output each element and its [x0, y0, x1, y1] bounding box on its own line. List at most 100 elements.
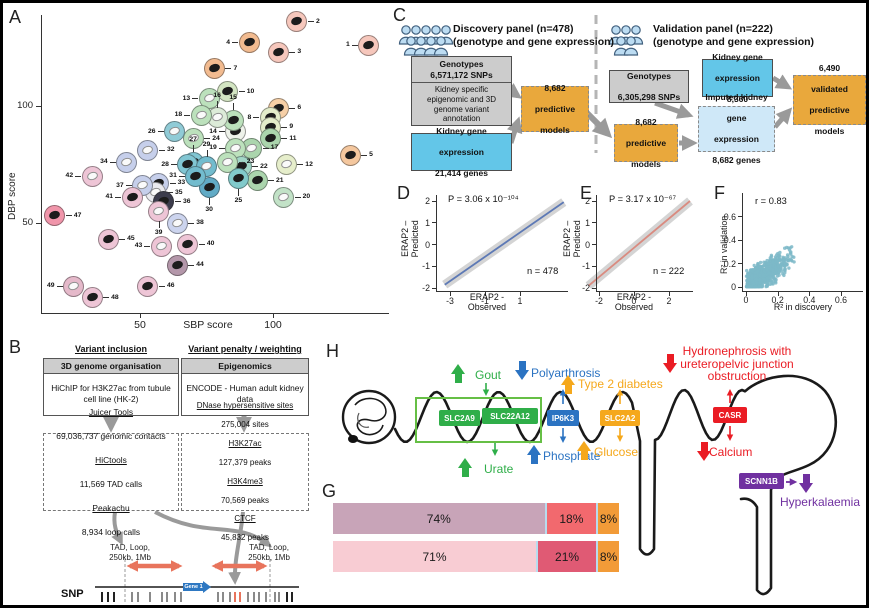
up-arrow-icon [577, 441, 591, 460]
point-connector [115, 196, 122, 198]
point-number: 18 [174, 111, 183, 119]
down-arrow-icon [515, 361, 529, 380]
organ-point-7 [203, 58, 225, 80]
d-y-tick [432, 265, 436, 267]
up-arrow-icon [458, 458, 472, 477]
arrow-head [561, 375, 575, 385]
point-connector [198, 243, 205, 245]
point-number: 29 [202, 140, 211, 148]
organ-icon [231, 172, 245, 184]
b-gene-arrow-label: Gene 1 [184, 583, 203, 590]
e-y-axis [596, 195, 598, 291]
d-y-tick-label: 0 [425, 239, 430, 250]
e-y-tick-label: 0 [585, 239, 590, 250]
point-connector [65, 215, 72, 217]
b-list-line: H3K27ac [228, 439, 262, 449]
point-connector [281, 138, 288, 140]
snp-tick [149, 592, 151, 602]
d-y-tick [432, 222, 436, 224]
gene-box-ip6k3: IP6K3 [547, 410, 579, 426]
point-number: 33 [177, 179, 186, 187]
organ-icon [208, 62, 221, 74]
arrow-stem [454, 374, 462, 383]
panel-a-label: A [9, 7, 22, 27]
figure-overlay-graphics [95, 15, 838, 603]
organ-icon [170, 216, 184, 229]
organ-point-31 [185, 165, 207, 187]
panel-d-label: D [397, 183, 410, 203]
point-connector [307, 21, 314, 23]
c-box-geno_disc-body: Kidney specific epigenomic and 3D genome v… [427, 85, 496, 124]
down-arrow-icon [697, 442, 711, 461]
f-x-tick [777, 291, 779, 296]
f-xlabel: R² in discovery [773, 302, 833, 312]
point-connector [218, 131, 225, 133]
c-box-expr_val: Kidney gene expression 8,360 [702, 52, 773, 104]
point-connector [157, 131, 164, 133]
h-annotation-text: Gout [475, 368, 502, 382]
c-box-validated: 6,490 validated predictive models [793, 63, 866, 136]
organ-point-39 [148, 200, 170, 222]
arrow-stem [580, 451, 588, 460]
organ-icon [250, 174, 264, 186]
arrow-stem [461, 468, 469, 477]
organ-icon [48, 209, 62, 221]
e-y-tick [592, 200, 596, 202]
organ-point-11 [259, 128, 281, 150]
point-connector [103, 297, 110, 299]
d-y-tick [432, 200, 436, 202]
organ-point-2 [286, 11, 308, 33]
organ-point-38 [166, 212, 188, 234]
e-x-tick [634, 291, 635, 296]
point-connector [109, 161, 116, 163]
up-arrow-icon [527, 445, 541, 464]
organ-point-21 [246, 170, 268, 192]
arrow-stem [802, 474, 810, 483]
point-number: 42 [65, 172, 74, 180]
snp-genomic-diagram [95, 559, 299, 603]
b-list-line: Juicer Tools [88, 407, 134, 417]
c-box-expr_disc: Kidney gene expression 21,414 genes [411, 126, 512, 178]
point-number: 1 [345, 41, 350, 49]
d-xlabel: ERAP2 - Observed [467, 292, 507, 312]
f-y-tick [738, 263, 742, 265]
f-y-tick [738, 216, 742, 218]
organ-point-1 [358, 34, 380, 56]
h-annotation-text: Polyarthrosis [531, 366, 601, 380]
h-annotation-text: Urate [484, 462, 514, 476]
organ-icon [85, 291, 99, 303]
f-y-tick-label: 0.2 [723, 258, 736, 269]
point-number: 17 [270, 144, 279, 152]
c-validation-title: Validation panel (n=222) (genotype and ge… [653, 23, 815, 48]
point-connector [294, 196, 301, 198]
f-x-tick [746, 291, 747, 296]
h-annotation-text: Hyperkalaemia [779, 495, 861, 509]
d-y-tick-label: 1 [425, 217, 430, 228]
point-connector [188, 264, 195, 266]
organ-point-34 [116, 151, 138, 173]
point-number: 35 [174, 188, 183, 196]
point-connector [238, 188, 240, 196]
point-number: 4 [226, 38, 231, 46]
b-3d-genome-title: 3D genome organisation [44, 359, 178, 374]
point-number: 6 [297, 104, 302, 112]
e-y-tick-label: -1 [582, 261, 590, 272]
b-list-line: DNase hypersensitive sites [196, 401, 294, 411]
snp-tick [166, 592, 168, 602]
h-annotation-text: Calcium [709, 445, 753, 459]
organ-icon [141, 280, 155, 292]
point-number: 15 [229, 94, 237, 102]
snp-tick [113, 592, 115, 602]
arrow-head [663, 363, 677, 373]
organ-icon [242, 36, 256, 48]
arrow-head [697, 451, 711, 461]
point-connector [281, 126, 288, 128]
d-x-tick [520, 291, 521, 296]
organ-icon [226, 114, 240, 126]
b-epigenomics-body: ENCODE - Human adult kidney data [186, 383, 304, 404]
h-annotation-text: Hydronephrosis with ureteropelvic junctio… [680, 344, 794, 383]
regression-lines [442, 197, 693, 290]
e-x-tick [599, 291, 600, 296]
organ-point-3 [267, 41, 289, 63]
